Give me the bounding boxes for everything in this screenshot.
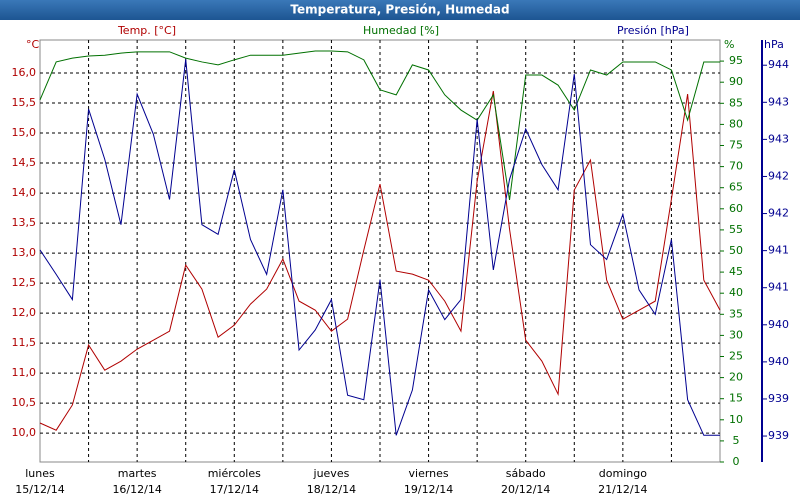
y2-tick-label: 70 xyxy=(729,160,743,173)
y2-tick-label: 95 xyxy=(729,54,743,67)
series-line xyxy=(39,59,720,436)
y3-tick-label: 942 xyxy=(768,207,789,220)
x-tick-label: lunes xyxy=(25,467,55,480)
y3-unit: hPa xyxy=(764,38,784,51)
x-tick-date: 20/12/14 xyxy=(501,483,550,496)
y-tick-label: 16,0 xyxy=(12,66,37,79)
y-tick-label: 10,5 xyxy=(12,396,37,409)
y-tick-label: 11,0 xyxy=(12,366,37,379)
y3-tick-label: 939 xyxy=(768,429,789,442)
y2-tick-label: 85 xyxy=(729,96,743,109)
y3-tick-label: 942 xyxy=(768,169,789,182)
y-tick-label: 12,5 xyxy=(12,276,37,289)
y2-tick-label: 40 xyxy=(729,286,743,299)
y3-tick-label: 941 xyxy=(768,244,789,257)
y3-tick-label: 940 xyxy=(768,355,789,368)
y2-tick-label: 25 xyxy=(729,350,743,363)
y2-tick-label: 0 xyxy=(733,455,740,468)
y2-tick-label: 50 xyxy=(729,244,743,257)
x-tick-label: jueves xyxy=(313,467,350,480)
y2-tick-label: 90 xyxy=(729,75,743,88)
series-line xyxy=(39,50,720,201)
y-tick-label: 14,0 xyxy=(12,186,37,199)
y-tick-label: 13,0 xyxy=(12,246,37,259)
y2-tick-label: 35 xyxy=(729,307,743,320)
y2-unit: % xyxy=(724,38,734,51)
y2-tick-label: 5 xyxy=(733,434,740,447)
y-tick-label: 13,5 xyxy=(12,216,37,229)
series-label: Temp. [°C] xyxy=(117,24,176,37)
y3-tick-label: 939 xyxy=(768,392,789,405)
y3-tick-label: 940 xyxy=(768,318,789,331)
y2-tick-label: 30 xyxy=(729,328,743,341)
x-tick-date: 21/12/14 xyxy=(598,483,647,496)
y2-tick-label: 75 xyxy=(729,139,743,152)
x-tick-date: 19/12/14 xyxy=(404,483,453,496)
y-tick-label: 15,0 xyxy=(12,126,37,139)
y2-tick-label: 15 xyxy=(729,392,743,405)
chart-title: Temperatura, Presión, Humedad xyxy=(290,3,509,17)
y-tick-label: 12,0 xyxy=(12,306,37,319)
x-tick-date: 16/12/14 xyxy=(112,483,161,496)
y-unit: °C xyxy=(26,38,40,51)
y2-tick-label: 80 xyxy=(729,117,743,130)
series-label: Humedad [%] xyxy=(363,24,439,37)
y-tick-label: 15,5 xyxy=(12,96,37,109)
y-tick-label: 10,0 xyxy=(12,426,37,439)
y2-tick-label: 45 xyxy=(729,265,743,278)
y2-tick-label: 60 xyxy=(729,202,743,215)
y3-tick-label: 944 xyxy=(768,58,789,71)
x-tick-date: 15/12/14 xyxy=(15,483,64,496)
series-line xyxy=(39,90,721,431)
title-bar xyxy=(0,0,800,20)
x-tick-label: viernes xyxy=(409,467,449,480)
x-tick-label: domingo xyxy=(599,467,647,480)
y-tick-label: 11,5 xyxy=(12,336,37,349)
y3-tick-label: 943 xyxy=(768,132,789,145)
y2-tick-label: 65 xyxy=(729,181,743,194)
y2-tick-label: 20 xyxy=(729,371,743,384)
y3-tick-label: 943 xyxy=(768,95,789,108)
x-tick-date: 17/12/14 xyxy=(210,483,259,496)
y2-tick-label: 55 xyxy=(729,223,743,236)
x-tick-label: martes xyxy=(118,467,157,480)
series-label: Presión [hPa] xyxy=(617,24,689,37)
x-tick-label: sábado xyxy=(506,467,546,480)
y3-tick-label: 941 xyxy=(768,281,789,294)
x-tick-date: 18/12/14 xyxy=(307,483,356,496)
y2-tick-label: 10 xyxy=(729,413,743,426)
y-tick-label: 14,5 xyxy=(12,156,37,169)
x-tick-label: miércoles xyxy=(208,467,261,480)
